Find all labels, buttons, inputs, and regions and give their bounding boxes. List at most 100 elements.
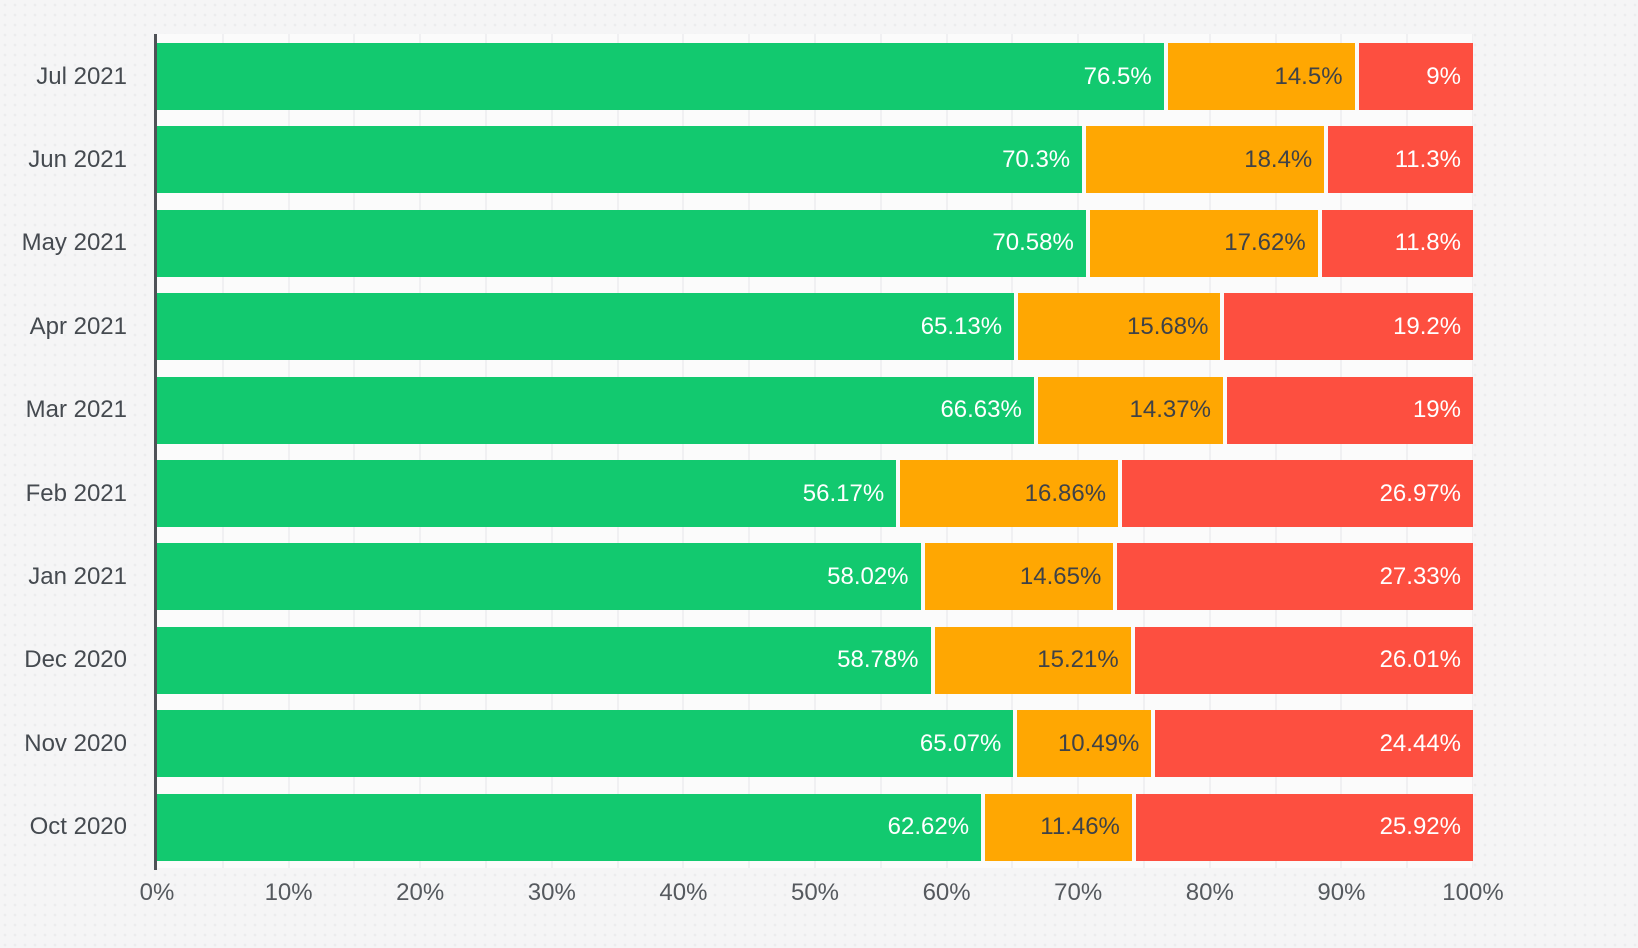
- green-segment-bar[interactable]: 65.13%: [157, 293, 1015, 361]
- y-axis-label: Jul 2021: [36, 62, 127, 90]
- bar-value-label: 11.3%: [1394, 145, 1461, 173]
- bar-value-label: 26.01%: [1379, 646, 1461, 674]
- orange-segment-bar[interactable]: 10.49%: [1013, 710, 1152, 778]
- gridline: [1340, 34, 1342, 868]
- bar-value-label: 9%: [1426, 62, 1461, 90]
- y-axis-label: Jun 2021: [28, 145, 127, 173]
- gridline: [1275, 34, 1277, 868]
- bar-value-label: 15.21%: [1037, 646, 1119, 674]
- red-segment-bar[interactable]: 19.2%: [1220, 293, 1473, 361]
- bar-value-label: 76.5%: [1083, 62, 1152, 90]
- orange-segment-bar[interactable]: 14.5%: [1163, 43, 1355, 110]
- bar-value-label: 62.62%: [887, 813, 970, 841]
- bar-row: 56.17% 16.86% 26.97%: [157, 460, 1473, 527]
- x-axis-label: 30%: [527, 879, 576, 906]
- bar-value-label: 11.8%: [1394, 229, 1461, 257]
- bar-value-label: 16.86%: [1024, 479, 1107, 507]
- bar-value-label: 70.58%: [992, 229, 1074, 257]
- gridline: [1011, 34, 1013, 868]
- bar-value-label: 18.4%: [1244, 145, 1313, 173]
- plot-area: 76.5% 14.5% 9% 70.3% 18.4% 11.3% 70.58% 17.62% 1…: [157, 34, 1473, 868]
- orange-segment-bar[interactable]: 11.46%: [981, 793, 1132, 861]
- bar-value-label: 14.65%: [1019, 562, 1102, 590]
- bar-value-label: 10.49%: [1057, 729, 1140, 757]
- red-segment-bar[interactable]: 11.8%: [1317, 209, 1473, 277]
- bar-row: 70.3% 18.4% 11.3%: [157, 126, 1473, 194]
- green-segment-bar[interactable]: 65.07%: [157, 710, 1014, 778]
- green-segment-bar[interactable]: 58.02%: [157, 543, 921, 611]
- bar-value-label: 70.3%: [1002, 145, 1071, 173]
- x-axis-label: 0%: [139, 879, 175, 906]
- bar-value-label: 56.17%: [802, 479, 885, 507]
- red-segment-bar[interactable]: 26.01%: [1130, 626, 1473, 694]
- gridline: [222, 34, 224, 868]
- bar-value-label: 25.92%: [1379, 813, 1461, 841]
- x-axis-label: 20%: [396, 879, 445, 906]
- gridline: [946, 34, 948, 868]
- red-segment-bar[interactable]: 25.92%: [1131, 793, 1473, 861]
- gridline: [1472, 34, 1473, 868]
- x-axis-label: 60%: [922, 879, 971, 906]
- orange-segment-bar[interactable]: 14.37%: [1033, 376, 1223, 444]
- bar-row: 76.5% 14.5% 9%: [157, 43, 1473, 110]
- orange-segment-bar[interactable]: 14.65%: [920, 543, 1114, 611]
- green-segment-bar[interactable]: 66.63%: [157, 376, 1034, 444]
- y-axis-label: May 2021: [21, 229, 127, 257]
- gridline: [551, 34, 553, 868]
- green-segment-bar[interactable]: 58.78%: [157, 626, 931, 694]
- x-axis-label: 10%: [264, 879, 313, 906]
- y-axis-label: Dec 2020: [24, 646, 127, 674]
- bar-value-label: 19.2%: [1393, 312, 1462, 340]
- x-axis-label: 70%: [1054, 879, 1103, 906]
- y-axis-label: Apr 2021: [29, 312, 127, 340]
- gridline: [1209, 34, 1211, 868]
- y-axis-labels: Jul 2021 Jun 2021 May 2021 Apr 2021 Mar 2021…: [0, 34, 127, 868]
- bar-value-label: 24.44%: [1379, 729, 1461, 757]
- orange-segment-bar[interactable]: 17.62%: [1085, 209, 1318, 277]
- bar-value-label: 11.46%: [1040, 813, 1120, 841]
- orange-segment-bar[interactable]: 16.86%: [896, 460, 1119, 527]
- bar-value-label: 14.5%: [1274, 62, 1343, 90]
- bar-value-label: 17.62%: [1224, 229, 1306, 257]
- x-axis-label: 90%: [1317, 879, 1366, 906]
- green-segment-bar[interactable]: 62.62%: [157, 793, 982, 861]
- green-segment-bar[interactable]: 70.58%: [157, 209, 1086, 277]
- gridline: [1143, 34, 1145, 868]
- gridline: [288, 34, 290, 868]
- gridline: [617, 34, 619, 868]
- bar-row: 65.13% 15.68% 19.2%: [157, 293, 1473, 361]
- bar-value-label: 19%: [1412, 396, 1461, 424]
- orange-segment-bar[interactable]: 15.21%: [930, 626, 1131, 694]
- orange-segment-bar[interactable]: 15.68%: [1014, 293, 1221, 361]
- bar-value-label: 58.78%: [837, 646, 919, 674]
- red-segment-bar[interactable]: 11.3%: [1324, 126, 1473, 194]
- x-axis-label: 80%: [1185, 879, 1234, 906]
- gridline: [353, 34, 355, 868]
- gridline: [880, 34, 882, 868]
- orange-segment-bar[interactable]: 18.4%: [1082, 126, 1325, 194]
- bar-row: 65.07% 10.49% 24.44%: [157, 710, 1473, 778]
- red-segment-bar[interactable]: 26.97%: [1118, 460, 1473, 527]
- y-axis-label: Feb 2021: [25, 479, 127, 507]
- gridline: [682, 34, 684, 868]
- bar-row: 62.62% 11.46% 25.92%: [157, 793, 1473, 861]
- green-segment-bar[interactable]: 70.3%: [157, 126, 1083, 194]
- green-segment-bar[interactable]: 56.17%: [157, 460, 897, 527]
- gridline: [1406, 34, 1408, 868]
- bar-row: 66.63% 14.37% 19%: [157, 376, 1473, 444]
- red-segment-bar[interactable]: 9%: [1354, 43, 1473, 110]
- y-axis-label: Jan 2021: [28, 562, 127, 590]
- bar-row: 70.58% 17.62% 11.8%: [157, 209, 1473, 277]
- gridline: [1077, 34, 1079, 868]
- y-axis-label: Nov 2020: [24, 729, 127, 757]
- x-axis-label: 100%: [1442, 879, 1504, 906]
- x-axis-labels: 0% 10% 20% 30% 40% 50% 60% 70% 80% 90% 100%: [140, 879, 1504, 911]
- red-segment-bar[interactable]: 27.33%: [1113, 543, 1473, 611]
- bar-value-label: 27.33%: [1379, 562, 1461, 590]
- red-segment-bar[interactable]: 24.44%: [1151, 710, 1473, 778]
- red-segment-bar[interactable]: 19%: [1222, 376, 1473, 444]
- bar-row: 58.02% 14.65% 27.33%: [157, 543, 1473, 611]
- x-axis-label: 50%: [790, 879, 840, 906]
- x-axis-label: 40%: [659, 879, 708, 906]
- green-segment-bar[interactable]: 76.5%: [157, 43, 1164, 110]
